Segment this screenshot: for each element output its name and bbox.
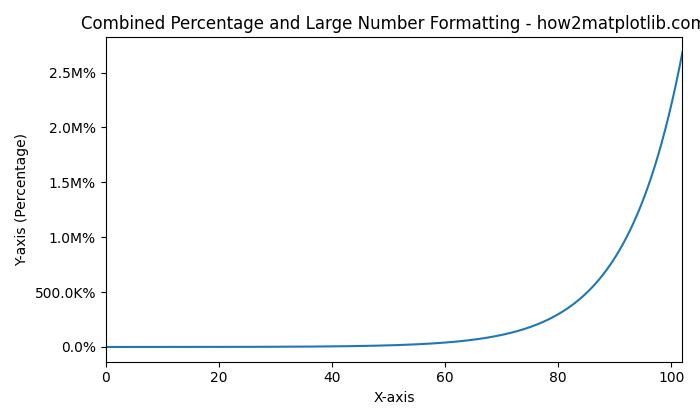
Title: Combined Percentage and Large Number Formatting - how2matplotlib.com: Combined Percentage and Large Number For… xyxy=(81,15,700,33)
X-axis label: X-axis: X-axis xyxy=(373,391,415,405)
Y-axis label: Y-axis (Percentage): Y-axis (Percentage) xyxy=(15,133,29,266)
